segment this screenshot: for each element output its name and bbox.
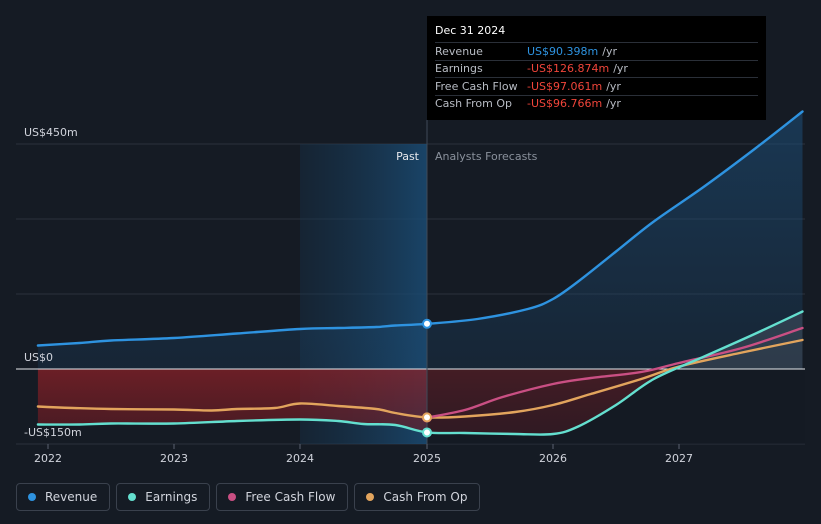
x-tick-label: 2027 <box>665 452 693 465</box>
series-line-free-cash-flow <box>425 326 804 419</box>
y-label-zero: US$0 <box>24 351 53 364</box>
x-tick-label: 2022 <box>34 452 62 465</box>
legend-dot-icon <box>228 493 237 501</box>
area-fills <box>16 111 805 444</box>
x-tick-label: 2024 <box>286 452 314 465</box>
tooltip-date: Dec 31 2024 <box>435 24 506 37</box>
legend-label: Revenue <box>45 490 98 504</box>
legend-dot-icon <box>28 493 36 501</box>
tooltip-row-earnings: Earnings -US$126.874m /yr <box>435 59 758 78</box>
tooltip-label: Revenue <box>435 44 483 58</box>
legend-label: Earnings <box>145 490 198 504</box>
tooltip-unit: /yr <box>602 44 617 58</box>
tooltip-value: -US$97.061m <box>527 79 603 93</box>
y-label-top: US$450m <box>24 126 78 139</box>
legend-item-revenue[interactable]: Revenue <box>16 483 111 511</box>
legend-item-earnings[interactable]: Earnings <box>116 483 211 511</box>
x-tick-label: 2023 <box>160 452 188 465</box>
forecast-dim <box>427 369 805 444</box>
y-label-bottom: -US$150m <box>24 426 82 439</box>
tooltip-value: -US$126.874m <box>527 62 610 76</box>
tooltip-label: Earnings <box>435 62 483 76</box>
earnings-positive-area <box>37 311 803 369</box>
legend-dot-icon <box>366 493 375 501</box>
tooltip-row-free-cash-flow: Free Cash Flow -US$97.061m /yr <box>435 77 758 95</box>
x-tick-label: 2025 <box>413 452 441 465</box>
marker-earnings <box>422 427 432 438</box>
tooltip-value: -US$96.766m <box>527 97 603 111</box>
earnings-negative-area <box>37 369 803 435</box>
legend: Revenue Earnings Free Cash Flow Cash Fro… <box>16 483 481 511</box>
chart-svg: US$450m US$0 -US$150m Past Analysts Fore… <box>16 110 805 465</box>
current-markers <box>422 318 432 438</box>
legend-label: Free Cash Flow <box>245 490 336 504</box>
x-tick-label: 2026 <box>539 452 567 465</box>
series-line-cash-from-op <box>36 338 804 419</box>
past-label: Past <box>396 150 420 163</box>
legend-item-cash-from-op[interactable]: Cash From Op <box>354 483 481 511</box>
tooltip-value: US$90.398m <box>527 44 599 58</box>
tooltip-unit: /yr <box>606 97 621 111</box>
legend-item-free-cash-flow[interactable]: Free Cash Flow <box>216 483 349 511</box>
tooltip-label: Cash From Op <box>435 97 513 111</box>
tooltip-unit: /yr <box>613 62 628 76</box>
marker-cash-from-op <box>422 412 432 423</box>
tooltip-row-revenue: Revenue US$90.398m /yr <box>435 42 758 60</box>
legend-dot-icon <box>128 493 137 501</box>
marker-revenue <box>422 318 432 329</box>
tooltip: Dec 31 2024 Revenue US$90.398m /yr Earni… <box>427 16 766 120</box>
forecast-label: Analysts Forecasts <box>435 150 538 163</box>
axis-labels: US$450m US$0 -US$150m Past Analysts Fore… <box>24 126 538 439</box>
tooltip-row-cash-from-op: Cash From Op -US$96.766m /yr <box>435 94 758 113</box>
legend-label: Cash From Op <box>383 490 468 504</box>
tooltip-label: Free Cash Flow <box>435 79 518 93</box>
revenue-area <box>37 111 803 369</box>
tooltip-unit: /yr <box>606 79 621 93</box>
x-axis-ticks: 2022 2023 2024 2025 2026 2027 <box>34 444 693 465</box>
